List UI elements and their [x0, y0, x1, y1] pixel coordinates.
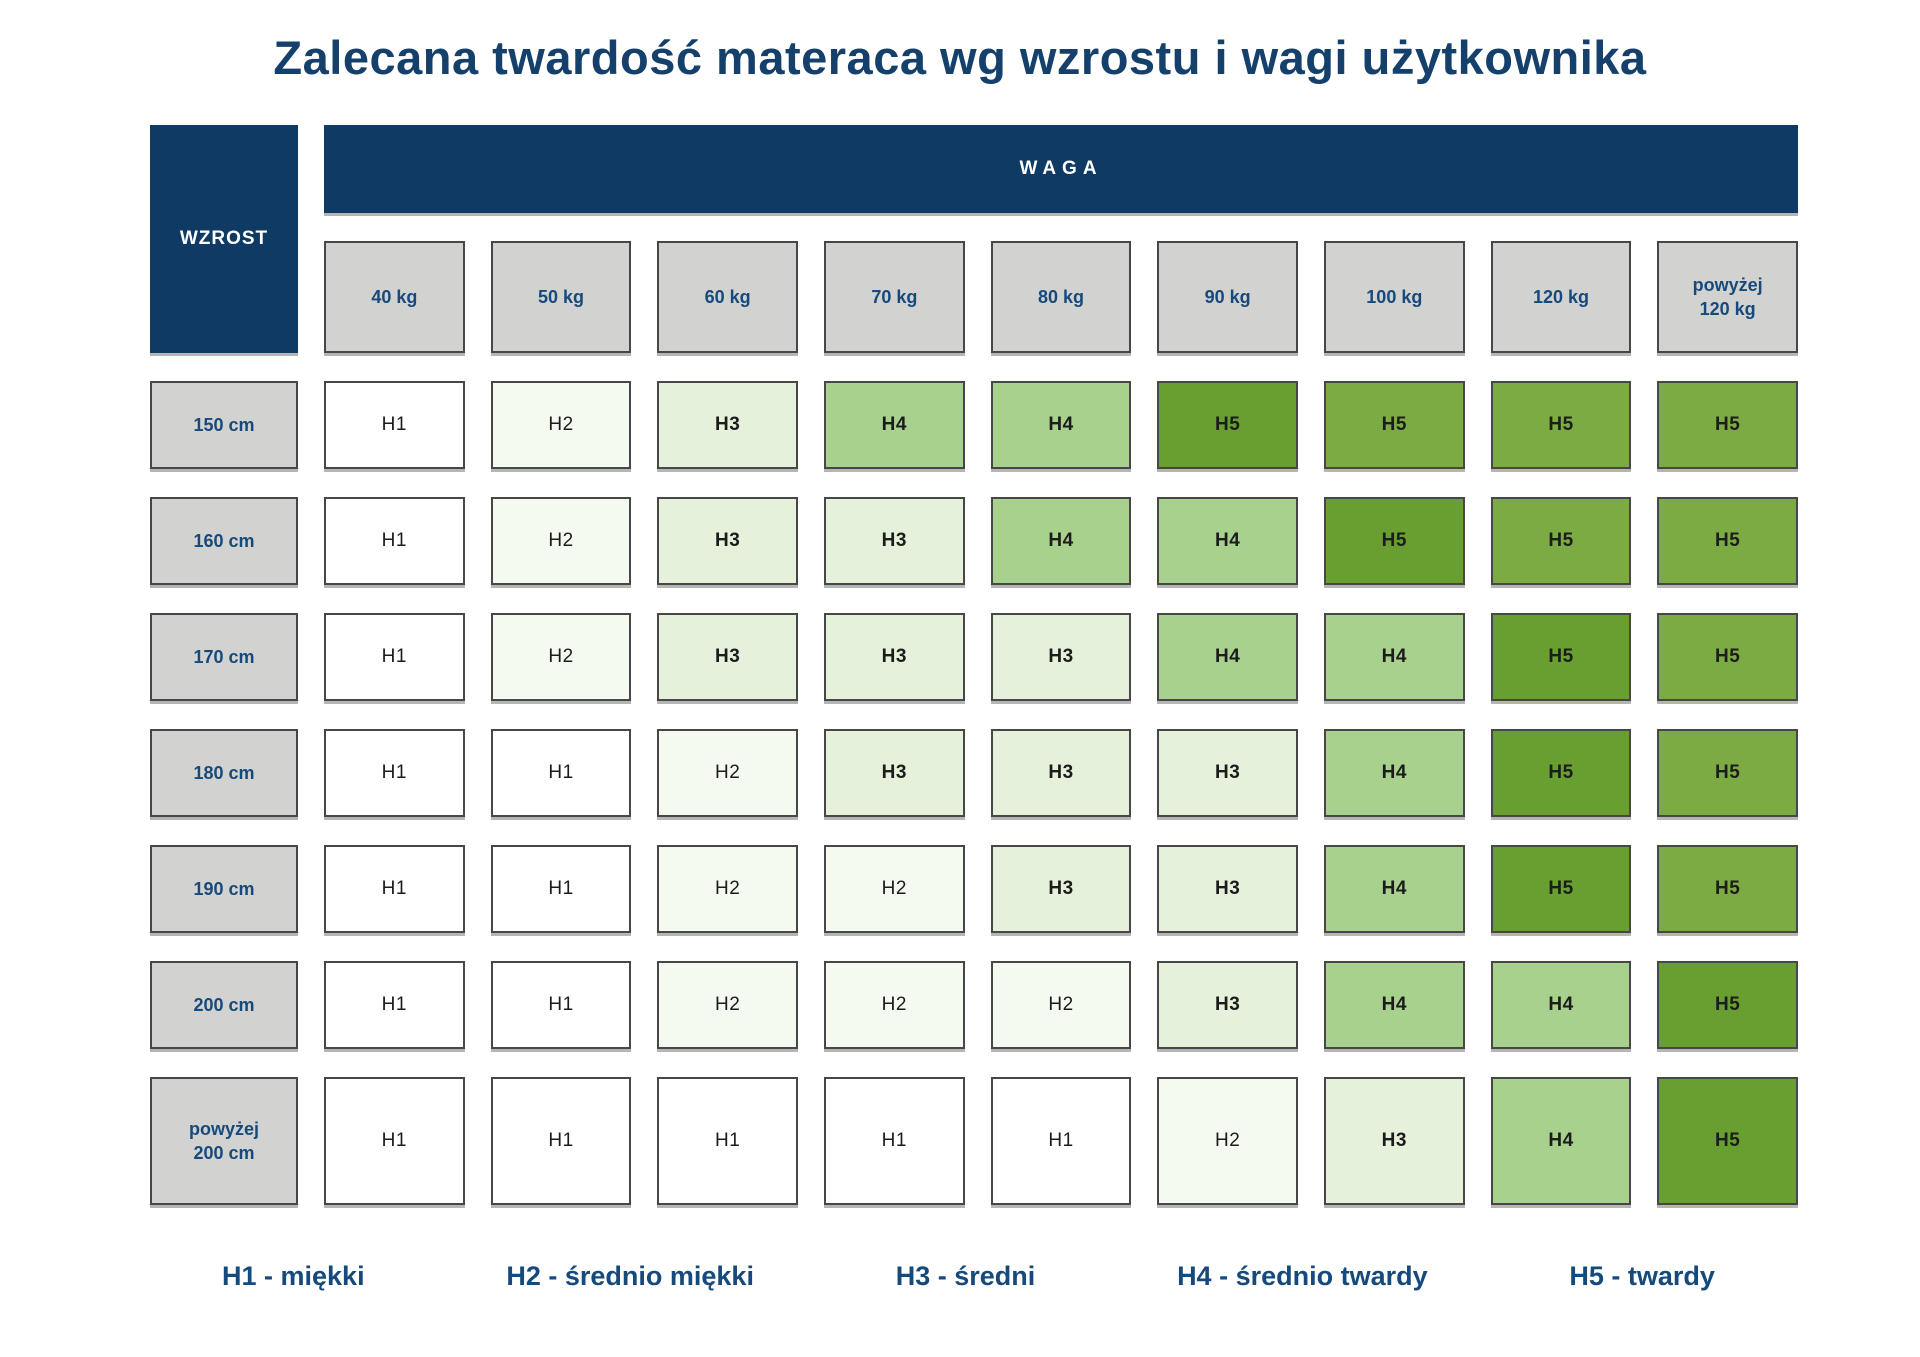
legend-item-h2: H2 - średnio miękki	[506, 1261, 754, 1291]
column-header-80kg: 80 kg	[990, 241, 1132, 353]
table-cell: H5	[1657, 381, 1798, 469]
table-cell: H3	[657, 613, 798, 701]
table-cell: H2	[490, 613, 632, 701]
row-header-200cm: 200 cm	[150, 961, 298, 1049]
table-cell: H2	[824, 845, 965, 933]
table-cell: H5	[1657, 613, 1798, 701]
table-cell: H2	[490, 497, 632, 585]
table-cell: H2	[657, 729, 798, 817]
column-header-120kg: 120 kg	[1490, 241, 1632, 353]
table-cell: H2	[490, 381, 632, 469]
legend-item-h3: H3 - średni	[895, 1261, 1036, 1291]
table-cell: H1	[990, 1077, 1132, 1205]
column-header-40kg: 40 kg	[324, 241, 465, 353]
row-header-150cm: 150 cm	[150, 381, 298, 469]
table-cell: H1	[324, 613, 465, 701]
table-cell: H3	[824, 729, 965, 817]
table-cell: H3	[1324, 1077, 1465, 1205]
table-cell: H4	[990, 381, 1132, 469]
table-cell: H3	[990, 729, 1132, 817]
table-cell: H2	[824, 961, 965, 1049]
table-cell: H4	[824, 381, 965, 469]
table-cell: H5	[1490, 845, 1632, 933]
row-header-170cm: 170 cm	[150, 613, 298, 701]
table-cell: H1	[324, 381, 465, 469]
table-cell: H4	[990, 497, 1132, 585]
table-cell: H3	[990, 613, 1132, 701]
legend-item-h1: H1 - miękki	[222, 1261, 365, 1291]
table-cell: H1	[490, 1077, 632, 1205]
table-cell: H3	[657, 497, 798, 585]
corner-header-wzrost: WZROST	[150, 125, 298, 353]
table-cell: H1	[657, 1077, 798, 1205]
table-cell: H1	[324, 1077, 465, 1205]
table-cell: H5	[1657, 845, 1798, 933]
table-cell: H5	[1657, 961, 1798, 1049]
table-cell: H4	[1324, 961, 1465, 1049]
column-header-50kg: 50 kg	[490, 241, 632, 353]
column-header-90kg: 90 kg	[1157, 241, 1298, 353]
table-cell: H3	[1157, 961, 1298, 1049]
row-header-over-200cm: powyżej 200 cm	[150, 1077, 298, 1205]
table-cell: H4	[1324, 729, 1465, 817]
page-title: Zalecana twardość materaca wg wzrostu i …	[273, 31, 1647, 84]
table-cell: H5	[1324, 497, 1465, 585]
table-cell: H1	[324, 845, 465, 933]
table-cell: H5	[1157, 381, 1298, 469]
table-cell: H2	[657, 845, 798, 933]
table-cell: H3	[824, 497, 965, 585]
table-cell: H3	[990, 845, 1132, 933]
table-cell: H5	[1490, 729, 1632, 817]
table-cell: H1	[324, 961, 465, 1049]
table-cell: H5	[1657, 729, 1798, 817]
table-cell: H4	[1157, 613, 1298, 701]
column-group-header-waga: WAGA	[324, 125, 1798, 213]
table-cell: H1	[490, 961, 632, 1049]
table-cell: H1	[324, 729, 465, 817]
table-cell: H2	[1157, 1077, 1298, 1205]
table-cell: H4	[1490, 961, 1632, 1049]
table-cell: H4	[1490, 1077, 1632, 1205]
column-header-70kg: 70 kg	[824, 241, 965, 353]
table-cell: H3	[657, 381, 798, 469]
firmness-table: WZROST WAGA 40 kg 50 kg 60 kg 70 kg 80 k…	[150, 125, 1798, 1205]
table-cell: H1	[324, 497, 465, 585]
table-cell: H3	[1157, 729, 1298, 817]
table-cell: H1	[490, 845, 632, 933]
row-header-190cm: 190 cm	[150, 845, 298, 933]
row-header-160cm: 160 cm	[150, 497, 298, 585]
table-cell: H4	[1157, 497, 1298, 585]
legend-item-h5: H5 - twardy	[1569, 1261, 1715, 1291]
table-cell: H5	[1657, 1077, 1798, 1205]
table-cell: H2	[657, 961, 798, 1049]
column-header-over-120kg: powyżej 120 kg	[1657, 241, 1798, 353]
row-header-180cm: 180 cm	[150, 729, 298, 817]
table-cell: H2	[990, 961, 1132, 1049]
legend: H1 - miękki H2 - średnio miękki H3 - śre…	[222, 1261, 1715, 1292]
legend-item-h4: H4 - średnio twardy	[1177, 1261, 1428, 1291]
column-header-60kg: 60 kg	[657, 241, 798, 353]
table-cell: H5	[1657, 497, 1798, 585]
table-cell: H1	[824, 1077, 965, 1205]
table-cell: H4	[1324, 613, 1465, 701]
table-cell: H5	[1490, 613, 1632, 701]
table-cell: H5	[1490, 497, 1632, 585]
table-cell: H4	[1324, 845, 1465, 933]
table-cell: H5	[1490, 381, 1632, 469]
table-cell: H3	[1157, 845, 1298, 933]
column-header-100kg: 100 kg	[1324, 241, 1465, 353]
table-cell: H1	[490, 729, 632, 817]
table-cell: H3	[824, 613, 965, 701]
table-cell: H5	[1324, 381, 1465, 469]
